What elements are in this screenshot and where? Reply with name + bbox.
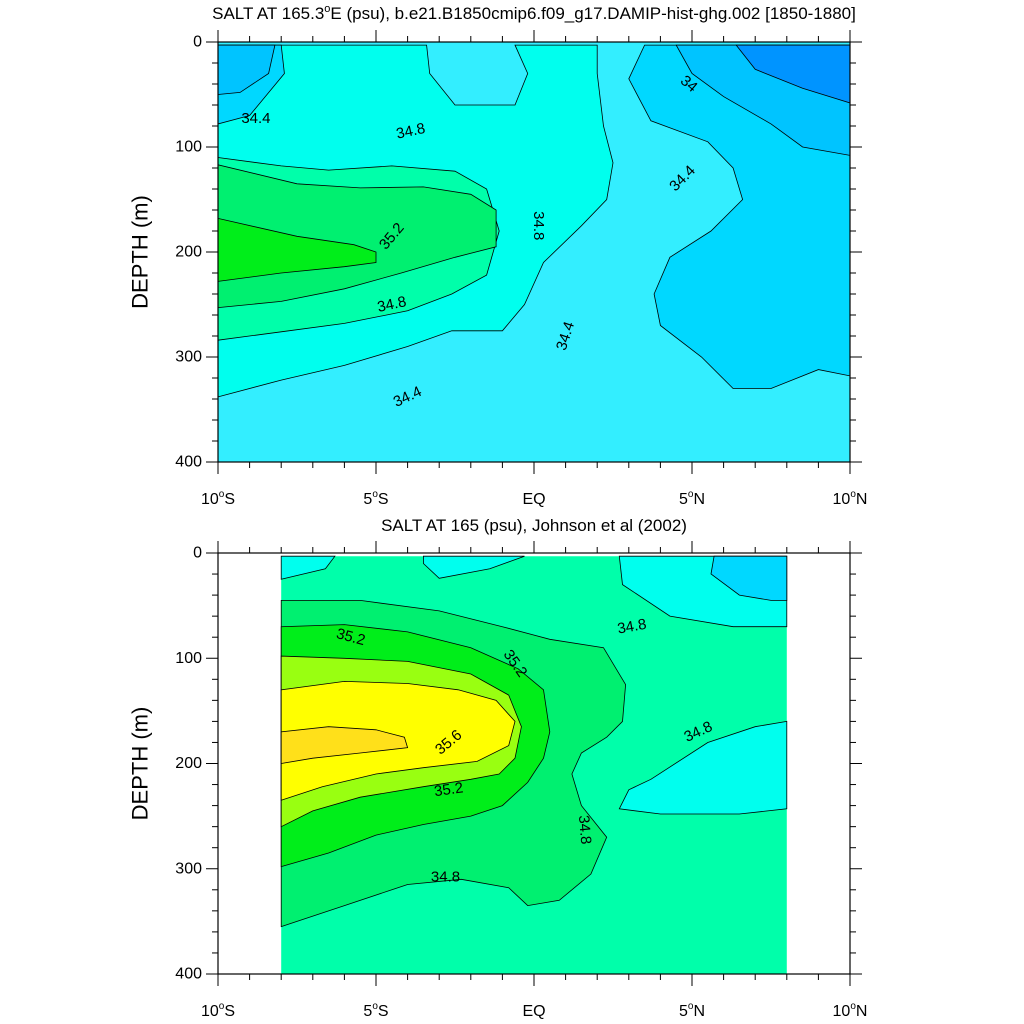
contour-label: 34.8 <box>616 616 648 638</box>
x-tick-label: 5oS <box>363 1001 388 1020</box>
x-tick-label: EQ <box>522 491 545 508</box>
y-tick-label: 0 <box>193 545 202 562</box>
x-tick-label: EQ <box>522 1003 545 1020</box>
contour-label: 34.8 <box>395 120 427 143</box>
panel-1: 3434.434.834.834.435.234.834.434.4010020… <box>128 3 868 508</box>
x-tick-label: 5oN <box>679 489 705 508</box>
contour-band-11 <box>710 555 788 601</box>
contour-label: 35.2 <box>334 625 367 649</box>
y-axis-title: DEPTH (m) <box>128 195 153 309</box>
panel-2: 35.235.234.834.835.635.234.834.801002003… <box>128 516 868 1020</box>
contour-band-5 <box>618 720 788 815</box>
x-tick-label: 10oN <box>833 1001 868 1020</box>
contour-label: 34.8 <box>530 211 547 240</box>
x-tick-label: 10oS <box>201 489 235 508</box>
y-tick-label: 100 <box>175 139 202 156</box>
contour-fills <box>280 555 788 974</box>
y-axis-title: DEPTH (m) <box>128 707 153 821</box>
contour-label: 35.2 <box>433 779 464 800</box>
contour-band-3 <box>423 555 525 579</box>
y-tick-label: 400 <box>175 966 202 983</box>
chart-title: SALT AT 165 (psu), Johnson et al (2002) <box>381 516 687 535</box>
x-tick-label: 5oN <box>679 1001 705 1020</box>
y-tick-label: 300 <box>175 860 202 877</box>
y-tick-label: 200 <box>175 244 202 261</box>
contour-band-2 <box>280 555 336 580</box>
y-tick-label: 0 <box>193 34 202 51</box>
x-tick-label: 10oS <box>201 1001 235 1020</box>
contour-label: 34.8 <box>431 869 460 886</box>
x-tick-label: 10oN <box>833 489 868 508</box>
contour-band-10 <box>280 726 409 764</box>
chart-title: SALT AT 165.3oE (psu), b.e21.B1850cmip6.… <box>212 3 856 23</box>
y-tick-label: 400 <box>175 454 202 471</box>
contour-label: 34.4 <box>241 110 270 127</box>
contour-band-5 <box>218 217 377 282</box>
contour-band-7 <box>218 44 276 95</box>
contour-label: 34.8 <box>575 815 594 846</box>
y-tick-label: 300 <box>175 349 202 366</box>
contour-fills <box>218 42 850 462</box>
x-tick-label: 5oS <box>363 489 388 508</box>
y-tick-label: 100 <box>175 650 202 667</box>
contour-band-10 <box>735 44 850 104</box>
contour-label: 34.8 <box>376 293 408 316</box>
y-tick-label: 200 <box>175 755 202 772</box>
